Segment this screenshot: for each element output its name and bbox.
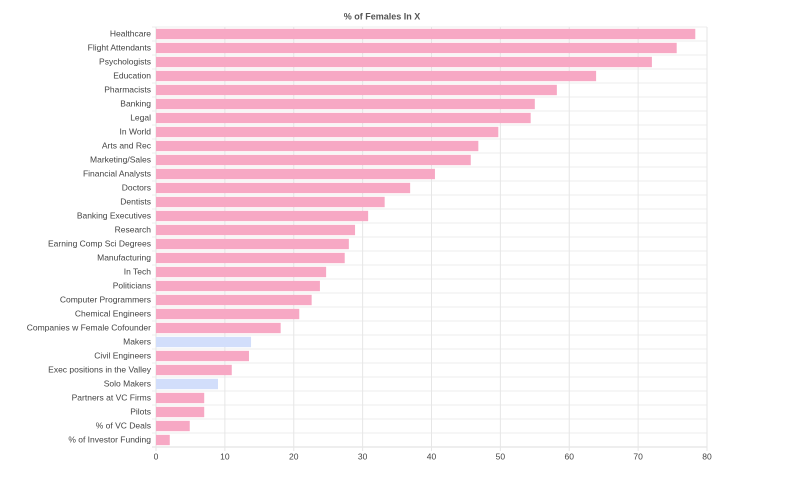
bar — [156, 28, 696, 40]
y-tick-label: Civil Engineers — [94, 350, 151, 360]
y-tick-label: Financial Analysts — [83, 168, 151, 178]
bar — [156, 280, 320, 292]
y-tick-label: Earning Comp Sci Degrees — [48, 238, 151, 248]
y-tick-label: % of Investor Funding — [68, 434, 151, 444]
bar — [156, 98, 535, 110]
y-tick-label: Marketing/Sales — [90, 154, 151, 164]
y-tick-label: Arts and Rec — [102, 140, 152, 150]
y-tick-label: Dentists — [120, 196, 151, 206]
y-tick-label: Legal — [130, 112, 151, 122]
x-tick-label: 50 — [496, 451, 506, 461]
y-tick-label: Healthcare — [110, 28, 151, 38]
bar — [156, 126, 499, 138]
y-tick-label: Politicians — [113, 280, 151, 290]
y-tick-label: Exec positions in the Valley — [48, 364, 152, 374]
x-tick-label: 0 — [154, 451, 159, 461]
y-tick-label: Pilots — [130, 406, 151, 416]
bar — [156, 392, 205, 404]
bar — [156, 308, 300, 320]
y-tick-label: Companies w Female Cofounder — [27, 322, 151, 332]
y-tick-label: Computer Programmers — [60, 294, 151, 304]
bar — [156, 84, 557, 96]
bar — [156, 168, 435, 180]
bar — [156, 350, 249, 362]
bar — [156, 238, 349, 250]
bar — [156, 196, 385, 208]
bar — [156, 420, 190, 432]
bar — [156, 322, 281, 334]
bar — [156, 140, 479, 152]
x-tick-label: 10 — [220, 451, 230, 461]
y-tick-label: Pharmacists — [104, 84, 151, 94]
x-tick-label: 30 — [358, 451, 368, 461]
y-tick-label: In Tech — [124, 266, 152, 276]
chart-title: % of Females In X — [344, 11, 421, 21]
bar — [156, 336, 252, 348]
bar — [156, 112, 531, 124]
bar — [156, 294, 312, 306]
x-tick-label: 80 — [702, 451, 712, 461]
y-tick-label: Banking Executives — [77, 210, 151, 220]
x-tick-label: 60 — [565, 451, 575, 461]
y-tick-label: Banking — [120, 98, 151, 108]
y-tick-label: % of VC Deals — [96, 420, 151, 430]
bar — [156, 378, 218, 390]
x-tick-label: 70 — [633, 451, 643, 461]
bar — [156, 406, 205, 418]
y-tick-label: Education — [113, 70, 151, 80]
y-tick-label: Makers — [123, 336, 151, 346]
y-tick-label: In World — [120, 126, 152, 136]
bar — [156, 210, 369, 222]
y-tick-label: Manufacturing — [97, 252, 151, 262]
y-tick-label: Psychologists — [99, 56, 151, 66]
bar — [156, 56, 652, 68]
x-tick-label: 20 — [289, 451, 299, 461]
bar — [156, 42, 677, 54]
bar — [156, 252, 345, 264]
bar — [156, 266, 327, 278]
bar — [156, 364, 232, 376]
y-tick-label: Solo Makers — [104, 378, 151, 388]
bar — [156, 224, 356, 236]
y-tick-label: Flight Attendants — [88, 42, 151, 52]
bar — [156, 182, 411, 194]
bar — [156, 154, 471, 166]
y-tick-label: Research — [115, 224, 152, 234]
x-tick-label: 40 — [427, 451, 437, 461]
y-tick-label: Chemical Engineers — [75, 308, 151, 318]
bar — [156, 70, 597, 82]
y-tick-label: Doctors — [122, 182, 151, 192]
bar — [156, 434, 170, 446]
y-tick-label: Partners at VC Firms — [72, 392, 151, 402]
